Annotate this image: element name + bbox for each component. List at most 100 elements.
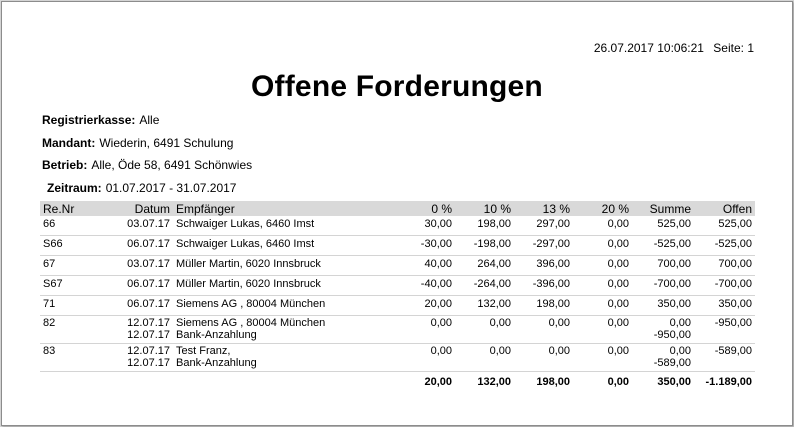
table-row: S66 06.07.17 Schwaiger Lukas, 6460 Imst -30… xyxy=(40,235,755,256)
total-summe: 350,00 xyxy=(632,371,694,388)
cell-empfaenger-line1: Schwaiger Lukas, 6460 Imst xyxy=(176,238,315,250)
cell-renr-line1: S67 xyxy=(43,278,63,290)
cell-summe-line1: 350,00 xyxy=(657,298,691,310)
cell-summe: 350,00 xyxy=(632,295,694,316)
cell-datum-line1: 03.07.17 xyxy=(127,258,170,270)
cell-13-percent: 396,00 xyxy=(514,255,573,276)
cell-renr-line1: 66 xyxy=(43,218,56,230)
cell-datum: 12.07.17 12.07.17 xyxy=(103,315,173,344)
cell-10-percent-line1: 198,00 xyxy=(477,218,511,230)
filter-registrierkasse: Registrierkasse: Alle xyxy=(42,113,159,127)
cell-renr: 66 xyxy=(40,216,103,236)
cell-empfaenger: Schwaiger Lukas, 6460 Imst xyxy=(173,235,396,256)
cell-offen-line1: -525,00 xyxy=(714,238,752,250)
cell-13-percent-line1: 0,00 xyxy=(548,345,570,357)
cell-10-percent-line1: 132,00 xyxy=(477,298,511,310)
filter-value: Wiederin, 6491 Schulung xyxy=(99,136,234,150)
report-title: Offene Forderungen xyxy=(251,70,543,103)
cell-20-percent-line1: 0,00 xyxy=(607,345,629,357)
cell-offen: 350,00 xyxy=(694,295,755,316)
cell-13-percent: 198,00 xyxy=(514,295,573,316)
cell-datum-line2: 12.07.17 xyxy=(127,329,170,341)
column-header-datum: Datum xyxy=(103,201,173,216)
cell-0-percent-line1: 0,00 xyxy=(430,317,452,329)
cell-offen: -700,00 xyxy=(694,275,755,296)
column-header-20-percent: 20 % xyxy=(573,201,632,216)
cell-13-percent-line1: 198,00 xyxy=(536,298,570,310)
filter-betrieb: Betrieb: Alle, Öde 58, 6491 Schönwies xyxy=(42,158,252,172)
cell-renr: S67 xyxy=(40,275,103,296)
cell-10-percent: 0,00 xyxy=(455,315,514,344)
cell-summe: 700,00 xyxy=(632,255,694,276)
cell-empfaenger: Müller Martin, 6020 Innsbruck xyxy=(173,255,396,276)
cell-0-percent: 40,00 xyxy=(396,255,455,276)
filter-label: Mandant: xyxy=(42,136,96,150)
cell-datum: 06.07.17 xyxy=(103,235,173,256)
cell-empfaenger-line1: Siemens AG , 80004 München xyxy=(176,298,326,310)
cell-10-percent: 132,00 xyxy=(455,295,514,316)
cell-0-percent-line1: 40,00 xyxy=(424,258,452,270)
cell-13-percent-line1: 0,00 xyxy=(548,317,570,329)
receivables-table: Re.Nr Datum Empfänger 0 % 10 % 13 % 20 %… xyxy=(40,201,755,388)
cell-13-percent-line1: -297,00 xyxy=(532,238,570,250)
cell-summe-line2: -589,00 xyxy=(653,357,691,369)
table-row: 67 03.07.17 Müller Martin, 6020 Innsbruck 4… xyxy=(40,255,755,276)
total-10-percent: 132,00 xyxy=(455,371,514,388)
cell-summe-line1: 525,00 xyxy=(657,218,691,230)
cell-empfaenger-line1: Test Franz, xyxy=(176,345,231,357)
cell-datum: 12.07.17 12.07.17 xyxy=(103,343,173,372)
table-row: S67 06.07.17 Müller Martin, 6020 Innsbruck… xyxy=(40,275,755,296)
cell-empfaenger: Test Franz, Bank-Anzahlung xyxy=(173,343,396,372)
cell-offen: -589,00 xyxy=(694,343,755,372)
cell-13-percent-line1: -396,00 xyxy=(532,278,570,290)
print-datetime: 26.07.2017 10:06:21 xyxy=(593,41,704,55)
table-row: 82 12.07.17 12.07.17 Siemens AG , 80004 Mün… xyxy=(40,315,755,344)
cell-0-percent: 0,00 xyxy=(396,315,455,344)
cell-datum: 06.07.17 xyxy=(103,295,173,316)
cell-10-percent-line1: -264,00 xyxy=(473,278,511,290)
cell-renr-line1: 71 xyxy=(43,298,56,310)
total-0-percent: 20,00 xyxy=(396,371,455,388)
cell-offen: 700,00 xyxy=(694,255,755,276)
cell-datum-line1: 12.07.17 xyxy=(127,317,170,329)
cell-renr-line1: 67 xyxy=(43,258,56,270)
cell-0-percent-line1: 20,00 xyxy=(424,298,452,310)
total-20-percent: 0,00 xyxy=(573,371,632,388)
cell-datum-line1: 06.07.17 xyxy=(127,298,170,310)
cell-10-percent-line1: 0,00 xyxy=(489,317,511,329)
filter-value: 01.07.2017 - 31.07.2017 xyxy=(105,181,237,195)
cell-summe: -700,00 xyxy=(632,275,694,296)
cell-summe: 0,00 -589,00 xyxy=(632,343,694,372)
cell-summe: 525,00 xyxy=(632,216,694,236)
cell-offen-line1: 525,00 xyxy=(718,218,752,230)
cell-empfaenger-line1: Siemens AG , 80004 München xyxy=(176,317,326,329)
cell-datum-line1: 06.07.17 xyxy=(127,278,170,290)
cell-offen-line1: 700,00 xyxy=(718,258,752,270)
cell-20-percent-line1: 0,00 xyxy=(607,278,629,290)
cell-20-percent: 0,00 xyxy=(573,275,632,296)
cell-20-percent-line1: 0,00 xyxy=(607,258,629,270)
cell-empfaenger-line1: Schwaiger Lukas, 6460 Imst xyxy=(176,218,315,230)
cell-13-percent-line1: 297,00 xyxy=(536,218,570,230)
table-header-row: Re.Nr Datum Empfänger 0 % 10 % 13 % 20 %… xyxy=(40,201,755,216)
column-header-renr: Re.Nr xyxy=(40,201,103,216)
cell-empfaenger-line2: Bank-Anzahlung xyxy=(176,357,257,369)
cell-summe-line1: 0,00 xyxy=(669,317,691,329)
total-offen: -1.189,00 xyxy=(694,371,755,388)
cell-renr: 83 xyxy=(40,343,103,372)
print-info: 26.07.2017 10:06:21 Seite: 1 xyxy=(594,41,754,55)
cell-offen: -525,00 xyxy=(694,235,755,256)
cell-renr-line1: 82 xyxy=(43,317,56,329)
cell-13-percent: 297,00 xyxy=(514,216,573,236)
cell-offen-line1: 350,00 xyxy=(718,298,752,310)
cell-offen-line1: -700,00 xyxy=(714,278,752,290)
column-header-summe: Summe xyxy=(632,201,694,216)
cell-summe: 0,00 -950,00 xyxy=(632,315,694,344)
filter-mandant: Mandant: Wiederin, 6491 Schulung xyxy=(42,136,233,150)
cell-empfaenger-line1: Müller Martin, 6020 Innsbruck xyxy=(176,278,321,290)
cell-empfaenger-line1: Müller Martin, 6020 Innsbruck xyxy=(176,258,321,270)
cell-13-percent: -297,00 xyxy=(514,235,573,256)
cell-20-percent-line1: 0,00 xyxy=(607,298,629,310)
cell-20-percent-line1: 0,00 xyxy=(607,238,629,250)
